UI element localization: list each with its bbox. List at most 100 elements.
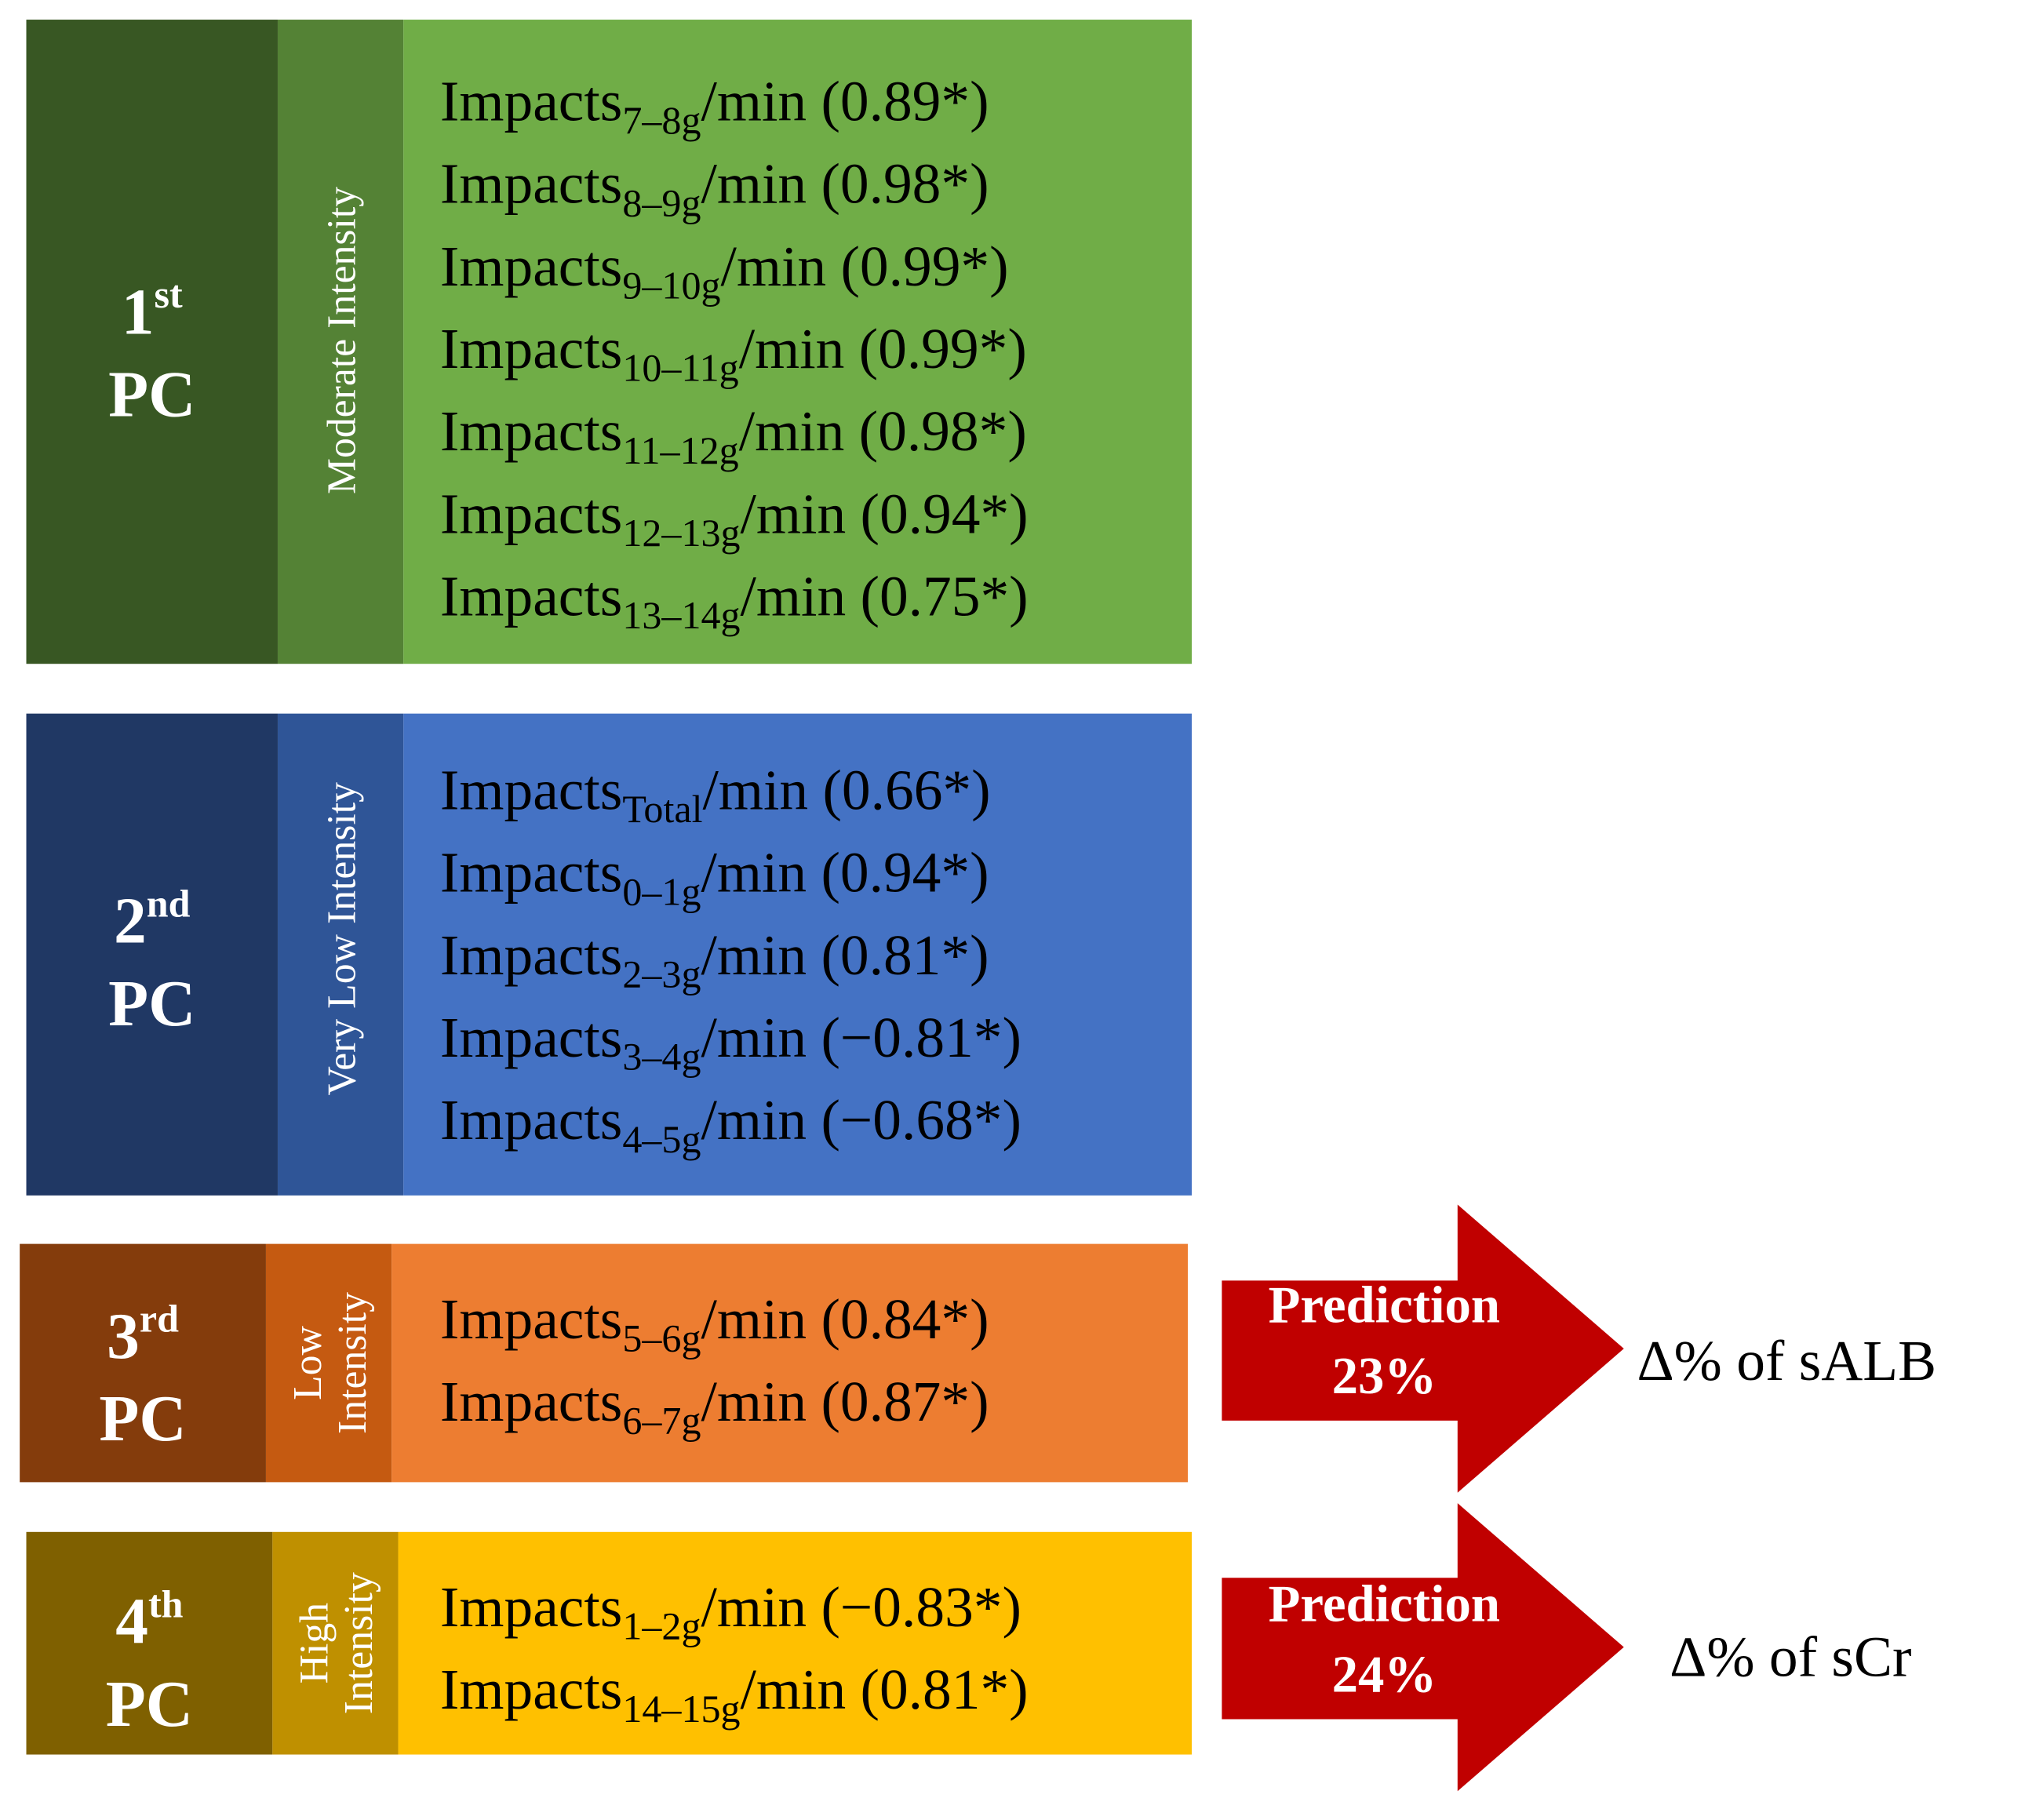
ordinal-suffix: st [155, 272, 183, 316]
pc-label: PC [108, 968, 195, 1040]
item-tail: /min (−0.81*) [701, 1006, 1021, 1069]
item-text: ImpactsTotal/min (0.66*) [440, 758, 991, 831]
item-subscript: 8–9g [622, 180, 701, 224]
intensity-label: Intensity [337, 1572, 381, 1714]
prediction-arrow [1222, 1204, 1624, 1493]
item-subscript: 4–5g [622, 1117, 701, 1161]
pc-ordinal: 1st [122, 272, 183, 348]
ordinal-suffix: rd [140, 1296, 179, 1340]
intensity-label: Intensity [330, 1292, 375, 1434]
item-name: Impacts [440, 482, 622, 545]
item-tail: /min (−0.68*) [701, 1088, 1021, 1152]
intensity-cell [277, 713, 404, 1196]
item-tail: /min (0.81*) [701, 923, 989, 987]
pc-label: PC [108, 359, 195, 431]
item-tail: /min (0.94*) [701, 841, 989, 905]
pc-cell [26, 1531, 273, 1755]
ordinal-number: 1 [122, 277, 155, 349]
item-name: Impacts [440, 1006, 622, 1069]
item-tail: /min (0.89*) [701, 70, 989, 133]
prediction-target: Δ% of sALB [1637, 1329, 1936, 1392]
intensity-cell [277, 20, 404, 664]
pc-label: PC [106, 1669, 193, 1741]
item-tail: /min (0.98*) [701, 152, 989, 216]
pc-cell [20, 1243, 266, 1483]
item-text: Impacts9–10g/min (0.99*) [440, 235, 1009, 308]
pc-ordinal: 2nd [114, 881, 191, 957]
item-tail: /min (0.84*) [701, 1287, 989, 1351]
item-subscript: 11–12g [622, 428, 738, 472]
item-subscript: 12–13g [622, 511, 740, 555]
prediction-target: Δ% of sCr [1670, 1625, 1911, 1688]
item-subscript: Total [622, 787, 702, 831]
item-subscript: 10–11g [622, 346, 738, 390]
pc-ordinal: 3rd [107, 1296, 179, 1372]
intensity-label: Low [286, 1325, 330, 1400]
intensity-label: Very Low Intensity [319, 782, 364, 1096]
prediction-label: Prediction [1269, 1277, 1500, 1334]
item-subscript: 9–10g [622, 264, 720, 308]
item-name: Impacts [440, 1658, 622, 1721]
item-subscript: 0–1g [622, 869, 701, 913]
item-name: Impacts [440, 758, 622, 821]
item-text: Impacts0–1g/min (0.94*) [440, 841, 989, 914]
items-cell [398, 1531, 1192, 1755]
item-text: Impacts13–14g/min (0.75*) [440, 564, 1029, 637]
item-tail: /min (0.94*) [741, 482, 1029, 545]
item-subscript: 6–7g [622, 1399, 701, 1443]
item-subscript: 2–3g [622, 952, 701, 996]
item-text: Impacts14–15g/min (0.81*) [440, 1658, 1029, 1731]
item-subscript: 1–2g [622, 1604, 701, 1648]
items-cell [391, 1243, 1188, 1483]
ordinal-number: 3 [107, 1301, 140, 1373]
item-subscript: 3–4g [622, 1035, 701, 1079]
prediction-label: Prediction [1269, 1575, 1500, 1633]
intensity-cell [265, 1243, 392, 1483]
item-tail: /min (0.81*) [741, 1658, 1029, 1721]
item-tail: /min (0.66*) [703, 758, 991, 821]
item-text: Impacts6–7g/min (0.87*) [440, 1370, 989, 1443]
item-subscript: 7–8g [622, 98, 701, 142]
item-text: Impacts12–13g/min (0.94*) [440, 482, 1029, 555]
item-name: Impacts [440, 399, 622, 463]
item-tail: /min (0.75*) [741, 564, 1029, 628]
item-name: Impacts [440, 1370, 622, 1433]
intensity-label: High [292, 1603, 337, 1684]
prediction-value: 24% [1332, 1646, 1437, 1703]
item-name: Impacts [440, 564, 622, 628]
ordinal-suffix: nd [147, 881, 191, 925]
item-subscript: 5–6g [622, 1316, 701, 1360]
items-cell [403, 713, 1192, 1196]
item-name: Impacts [440, 841, 622, 905]
item-tail: /min (0.99*) [721, 235, 1009, 298]
item-name: Impacts [440, 152, 622, 216]
item-text: Impacts10–11g/min (0.99*) [440, 317, 1027, 390]
intensity-cell [272, 1531, 399, 1755]
pc-cell [26, 20, 278, 664]
item-tail: /min (0.99*) [739, 317, 1027, 380]
item-subscript: 14–15g [622, 1687, 740, 1731]
item-name: Impacts [440, 1575, 622, 1639]
item-text: Impacts4–5g/min (−0.68*) [440, 1088, 1022, 1161]
item-text: Impacts3–4g/min (−0.81*) [440, 1006, 1022, 1079]
item-text: Impacts2–3g/min (0.81*) [440, 923, 989, 996]
item-subscript: 13–14g [622, 593, 740, 637]
item-name: Impacts [440, 1287, 622, 1351]
prediction-value: 23% [1332, 1348, 1437, 1405]
item-tail: /min (0.87*) [701, 1370, 989, 1433]
item-text: Impacts1–2g/min (−0.83*) [440, 1575, 1022, 1648]
ordinal-suffix: th [148, 1582, 184, 1625]
prediction-arrow [1222, 1503, 1624, 1792]
item-name: Impacts [440, 923, 622, 987]
intensity-label: Moderate Intensity [319, 187, 364, 494]
item-text: Impacts8–9g/min (0.98*) [440, 152, 989, 225]
ordinal-number: 4 [115, 1586, 148, 1658]
item-tail: /min (−0.83*) [701, 1575, 1021, 1639]
items-cell [403, 20, 1192, 664]
item-tail: /min (0.98*) [739, 399, 1027, 463]
ordinal-number: 2 [114, 886, 147, 958]
item-text: Impacts5–6g/min (0.84*) [440, 1287, 989, 1360]
pc-label: PC [99, 1383, 186, 1455]
